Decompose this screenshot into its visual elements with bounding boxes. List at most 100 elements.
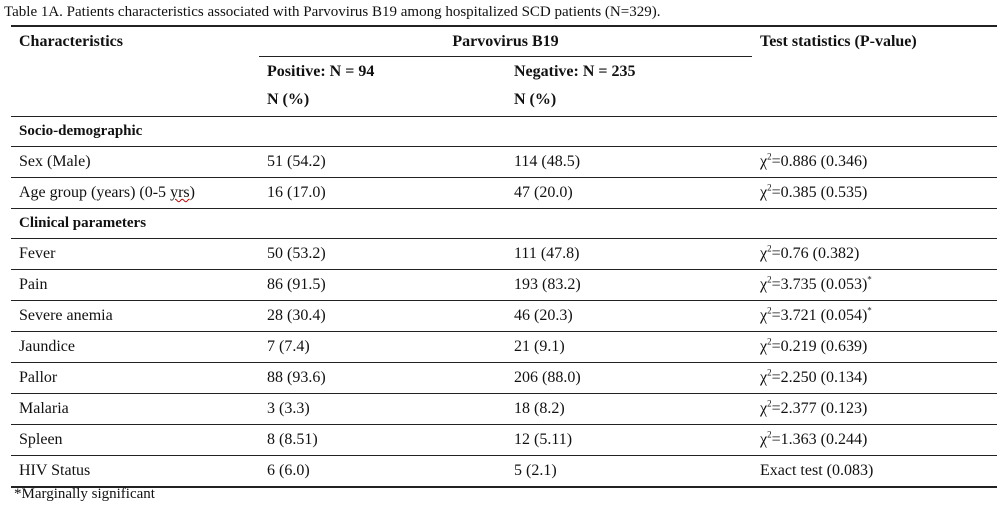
row-label: Pallor: [11, 362, 259, 394]
negative-value: 206 (88.0): [506, 362, 752, 394]
row-label-end: ): [189, 184, 195, 201]
positive-value: 8 (8.51): [259, 424, 506, 456]
statistic-value: =0.886 (0.346): [771, 153, 868, 170]
statistic-value: =0.385 (0.535): [771, 184, 868, 201]
statistic-value: Exact test (0.083): [760, 462, 874, 479]
section-title: Clinical parameters: [11, 208, 997, 239]
positive-value: 16 (17.0): [259, 177, 506, 209]
table-row: Jaundice 7 (7.4) 21 (9.1) χ2=0.219 (0.639): [11, 331, 997, 363]
chi-symbol: χ: [760, 153, 768, 170]
table-body: Socio-demographic Sex (Male) 51 (54.2) 114 …: [11, 116, 997, 488]
header-negative-count: Negative: N = 235: [514, 63, 636, 80]
table-row: Pain 86 (91.5) 193 (83.2) χ2=3.735 (0.053)*: [11, 269, 997, 301]
row-label: Malaria: [11, 393, 259, 425]
statistic-value: =2.250 (0.134): [771, 369, 868, 386]
chi-symbol: χ: [760, 184, 768, 201]
chi-superscript: 2: [767, 274, 772, 285]
row-label: Jaundice: [11, 331, 259, 363]
statistic-value: =3.721 (0.054): [771, 307, 868, 324]
row-label: Fever: [11, 238, 259, 270]
chi-superscript: 2: [767, 336, 772, 347]
header-test-statistics: Test statistics (P-value): [752, 25, 997, 57]
chi-superscript: 2: [767, 182, 772, 193]
negative-value: 18 (8.2): [506, 393, 752, 425]
statistic-value: =3.735 (0.053): [771, 276, 868, 293]
negative-value: 12 (5.11): [506, 424, 752, 456]
negative-value: 46 (20.3): [506, 300, 752, 332]
test-statistic: χ2=0.76 (0.382): [752, 238, 997, 270]
test-statistic: χ2=3.721 (0.054)*: [752, 300, 997, 332]
statistic-value: =2.377 (0.123): [771, 400, 868, 417]
section-header-row: Clinical parameters: [11, 208, 997, 239]
positive-value: 50 (53.2): [259, 238, 506, 270]
test-statistic: χ2=3.735 (0.053)*: [752, 269, 997, 301]
header-positive-unit: N (%): [267, 91, 310, 108]
results-table: Characteristics Parvovirus B19 Test stat…: [11, 25, 997, 488]
table-row: Spleen 8 (8.51) 12 (5.11) χ2=1.363 (0.244): [11, 424, 997, 456]
row-label-spellcheck-word: yrs: [170, 184, 190, 201]
chi-symbol: χ: [760, 307, 768, 324]
test-statistic: χ2=0.886 (0.346): [752, 146, 997, 178]
table-row: Malaria 3 (3.3) 18 (8.2) χ2=2.377 (0.123): [11, 393, 997, 425]
positive-value: 88 (93.6): [259, 362, 506, 394]
section-title: Socio-demographic: [11, 116, 997, 147]
table-row: Severe anemia 28 (30.4) 46 (20.3) χ2=3.721 …: [11, 300, 997, 332]
row-label: Spleen: [11, 424, 259, 456]
table-caption: Table 1A. Patients characteristics assoc…: [4, 4, 661, 20]
positive-value: 7 (7.4): [259, 331, 506, 363]
chi-symbol: χ: [760, 338, 768, 355]
positive-value: 3 (3.3): [259, 393, 506, 425]
subheader-row: Positive: N = 94 N (%) Negative: N = 235…: [11, 56, 997, 117]
header-characteristics: Characteristics: [11, 25, 259, 57]
header-positive: Positive: N = 94 N (%): [259, 56, 506, 117]
subheader-empty: [11, 56, 259, 117]
section-header-row: Socio-demographic: [11, 116, 997, 147]
negative-value: 21 (9.1): [506, 331, 752, 363]
chi-superscript: 2: [767, 151, 772, 162]
table-row: Age group (years) (0-5 yrs) 16 (17.0) 47 (…: [11, 177, 997, 209]
table-row: Sex (Male) 51 (54.2) 114 (48.5) χ2=0.886 (0…: [11, 146, 997, 178]
row-label: Age group (years) (0-5 yrs): [11, 177, 259, 209]
table-row: HIV Status 6 (6.0) 5 (2.1) Exact test (0.08…: [11, 455, 997, 488]
negative-value: 5 (2.1): [506, 455, 752, 488]
chi-symbol: χ: [760, 400, 768, 417]
test-statistic: χ2=2.250 (0.134): [752, 362, 997, 394]
header-negative-unit: N (%): [514, 91, 557, 108]
row-label: HIV Status: [11, 455, 259, 488]
subheader-empty-test: [752, 56, 997, 117]
chi-symbol: χ: [760, 245, 768, 262]
statistic-value: =0.76 (0.382): [771, 245, 860, 262]
chi-symbol: χ: [760, 431, 768, 448]
footnote: *Marginally significant: [14, 486, 155, 502]
negative-value: 47 (20.0): [506, 177, 752, 209]
header-negative: Negative: N = 235 N (%): [506, 56, 752, 117]
positive-value: 28 (30.4): [259, 300, 506, 332]
row-label: Severe anemia: [11, 300, 259, 332]
positive-value: 86 (91.5): [259, 269, 506, 301]
chi-superscript: 2: [767, 305, 772, 316]
positive-value: 6 (6.0): [259, 455, 506, 488]
test-statistic: χ2=1.363 (0.244): [752, 424, 997, 456]
negative-value: 111 (47.8): [506, 238, 752, 270]
significance-marker: *: [867, 305, 872, 316]
table-row: Fever 50 (53.2) 111 (47.8) χ2=0.76 (0.382): [11, 238, 997, 270]
test-statistic: χ2=0.219 (0.639): [752, 331, 997, 363]
header-row: Characteristics Parvovirus B19 Test stat…: [11, 25, 997, 57]
positive-value: 51 (54.2): [259, 146, 506, 178]
chi-superscript: 2: [767, 367, 772, 378]
chi-superscript: 2: [767, 243, 772, 254]
statistic-value: =0.219 (0.639): [771, 338, 868, 355]
row-label: Pain: [11, 269, 259, 301]
table-row: Pallor 88 (93.6) 206 (88.0) χ2=2.250 (0.134…: [11, 362, 997, 394]
negative-value: 193 (83.2): [506, 269, 752, 301]
test-statistic: Exact test (0.083): [752, 455, 997, 488]
row-label: Sex (Male): [11, 146, 259, 178]
chi-superscript: 2: [767, 398, 772, 409]
header-positive-count: Positive: N = 94: [267, 63, 375, 80]
chi-symbol: χ: [760, 369, 768, 386]
significance-marker: *: [867, 274, 872, 285]
test-statistic: χ2=2.377 (0.123): [752, 393, 997, 425]
header-parvovirus-group: Parvovirus B19: [259, 25, 752, 57]
chi-symbol: χ: [760, 276, 768, 293]
statistic-value: =1.363 (0.244): [771, 431, 868, 448]
